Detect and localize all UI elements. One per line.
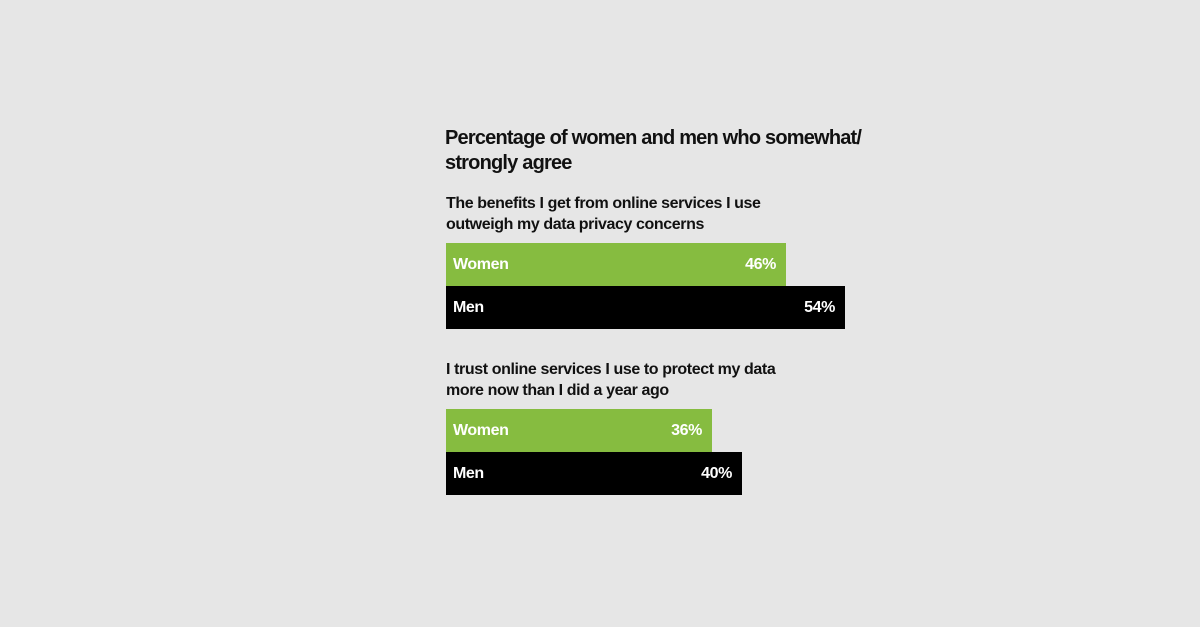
bar-label-women: Women <box>453 256 509 273</box>
bar-value-women: 46% <box>745 256 776 273</box>
chart-title: Percentage of women and men who somewhat… <box>445 127 862 174</box>
bar-men: Men 54% <box>446 286 845 329</box>
bar-label-women: Women <box>453 422 509 439</box>
bar-list: Women 36% Men 40% <box>446 409 786 495</box>
group-label: I trust online services I use to protect… <box>446 361 776 399</box>
bar-label-men: Men <box>453 465 484 482</box>
bar-value-men: 40% <box>701 465 732 482</box>
bar-men: Men 40% <box>446 452 742 495</box>
group-label: The benefits I get from online services … <box>446 195 761 233</box>
group-trust-more-than-year-ago: I trust online services I use to protect… <box>446 360 786 495</box>
bar-value-women: 36% <box>671 422 702 439</box>
bar-women: Women 46% <box>446 243 786 286</box>
bar-value-men: 54% <box>804 299 835 316</box>
bar-label-men: Men <box>453 299 484 316</box>
group-benefits-outweigh-concerns: The benefits I get from online services … <box>446 194 845 329</box>
bar-women: Women 36% <box>446 409 712 452</box>
bar-list: Women 46% Men 54% <box>446 243 845 329</box>
